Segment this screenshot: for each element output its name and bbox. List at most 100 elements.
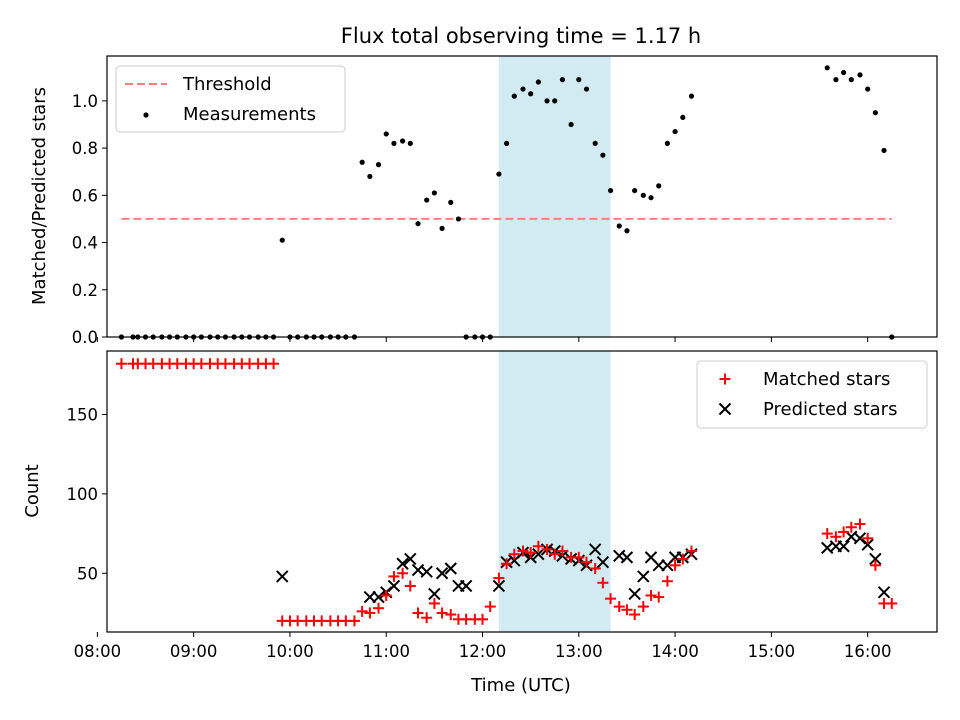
predicted-star-point xyxy=(620,551,634,564)
matched-star-point xyxy=(677,553,689,565)
measurement-point xyxy=(407,140,413,146)
measurement-point xyxy=(881,147,887,154)
matched-star-point xyxy=(637,601,649,613)
matched-star-point xyxy=(573,551,585,563)
x-axis-label: Time (UTC) xyxy=(470,675,571,696)
predicted-star-point xyxy=(628,587,641,601)
measurement-point xyxy=(632,187,638,194)
predicted-star-point xyxy=(428,587,441,601)
measurement-point xyxy=(865,86,871,92)
matched-star-point xyxy=(541,543,553,555)
cross-b xyxy=(877,586,891,599)
top-y-tick-label: 1.0 xyxy=(72,92,98,111)
measurement-point xyxy=(616,223,622,229)
predicted-star-point xyxy=(420,565,433,578)
cross-b xyxy=(718,402,732,416)
matched-star-point xyxy=(115,358,127,370)
measurement-point xyxy=(607,187,614,194)
measurement-point xyxy=(375,162,382,168)
top-legend-box xyxy=(115,65,346,133)
matched-star-point xyxy=(661,575,673,587)
measurement-point xyxy=(503,140,510,146)
matched-star-point xyxy=(348,615,360,627)
matched-star-point xyxy=(493,572,505,584)
measurement-point xyxy=(624,228,630,234)
matched-star-point xyxy=(845,521,857,533)
top-legend: Threshold Measurements xyxy=(115,65,346,133)
matched-star-point xyxy=(830,531,842,543)
matched-star-point xyxy=(886,597,898,609)
cross-b xyxy=(644,551,658,564)
bottom-x-tick-label: 11:00 xyxy=(362,642,410,661)
bottom-x-tick-label: 15:00 xyxy=(748,642,796,661)
predicted-star-point xyxy=(869,552,882,566)
matched-star-point xyxy=(397,567,409,579)
legend-measurements-swatch xyxy=(143,112,149,118)
cross-b xyxy=(459,579,473,593)
measurement-point xyxy=(415,221,421,227)
bottom-legend-box xyxy=(696,360,928,429)
measurement-point xyxy=(359,159,365,165)
matched-star-point xyxy=(501,558,513,570)
predicted-star-point xyxy=(492,579,506,593)
top-y-axis-label: Matched/Predicted stars xyxy=(29,87,50,305)
top-y-ticks: 0.0 0.2 0.4 0.6 0.8 1.0 xyxy=(72,92,107,347)
measurement-point xyxy=(448,199,454,206)
bottom-y-tick-label: 150 xyxy=(67,406,99,425)
predicted-star-point xyxy=(837,540,850,553)
measurement-point xyxy=(520,86,526,92)
matched-star-point xyxy=(436,607,448,619)
top-y-tick-label: 0.8 xyxy=(72,139,98,158)
cross-b xyxy=(861,538,874,551)
matched-star-point xyxy=(421,612,433,624)
cross-b xyxy=(372,590,385,604)
bottom-panel: 50 100 150 08:00 09:00 10:00 11:00 12:00 13:00 1… xyxy=(22,350,938,696)
matched-star-point xyxy=(477,613,489,625)
top-panel: 0.0 0.2 0.4 0.6 0.8 1.0 Matched/Predicted sta… xyxy=(29,55,938,347)
matched-star-point xyxy=(356,605,368,617)
matched-star-point xyxy=(669,559,681,571)
measurement-point xyxy=(455,216,462,222)
matched-stars-points xyxy=(115,358,898,627)
predicted-star-point xyxy=(396,557,409,570)
matched-star-point xyxy=(605,593,617,605)
top-y-tick-label: 0.0 xyxy=(72,328,98,347)
cross-b xyxy=(637,570,650,583)
bottom-legend: Matched stars Predicted stars xyxy=(696,360,928,429)
measurement-point xyxy=(833,77,839,83)
cross-b xyxy=(276,570,289,583)
measurement-point xyxy=(400,138,406,144)
cross-b xyxy=(532,548,545,561)
predicted-star-point xyxy=(861,538,874,551)
measurement-point xyxy=(656,183,662,189)
predicted-star-point xyxy=(459,579,473,593)
measurement-point xyxy=(583,86,590,92)
measurement-point xyxy=(431,190,437,196)
cross-b xyxy=(628,587,641,601)
measurement-point xyxy=(544,98,550,104)
legend-plus-marker xyxy=(719,373,731,385)
cross-b xyxy=(444,562,457,575)
bottom-observing-window xyxy=(498,351,611,632)
cross-b xyxy=(492,579,506,593)
legend-threshold-label: Threshold xyxy=(182,74,272,95)
bottom-x-tick-label: 08:00 xyxy=(74,642,122,661)
cross-b xyxy=(420,565,433,578)
cross-b xyxy=(869,552,882,566)
matched-star-point xyxy=(517,545,529,557)
measurement-point xyxy=(576,77,582,83)
matched-star-point xyxy=(854,518,866,530)
predicted-stars-points xyxy=(276,530,891,604)
measurement-point xyxy=(848,77,854,83)
bottom-axes-frame xyxy=(106,350,938,633)
measurement-point xyxy=(496,171,502,177)
measurement-point xyxy=(552,98,558,104)
predicted-star-point xyxy=(276,570,289,583)
measurement-point xyxy=(511,93,517,99)
predicted-star-point xyxy=(435,567,449,580)
legend-predicted-swatch xyxy=(718,402,732,416)
measurement-point xyxy=(680,114,686,120)
measurement-point xyxy=(600,152,606,158)
cross-b xyxy=(387,579,401,593)
chart-title: Flux total observing time = 1.17 h xyxy=(341,24,701,48)
